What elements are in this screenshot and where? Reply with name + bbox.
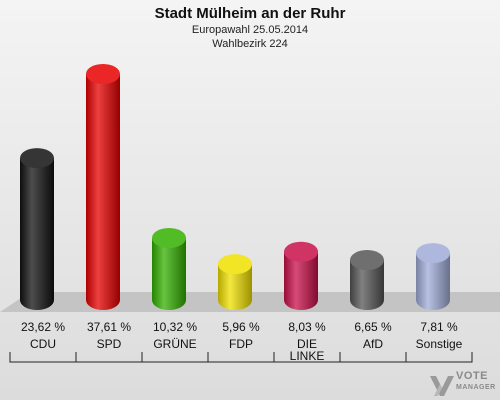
category-label: DIE <box>297 337 317 351</box>
category-bracket <box>75 352 143 363</box>
category-label: Sonstige <box>416 337 463 351</box>
value-label: 5,96 % <box>222 320 260 334</box>
value-label: 8,03 % <box>288 320 326 334</box>
category-bracket <box>141 352 209 363</box>
logo-text-vote: VOTE <box>456 370 488 382</box>
bar-body <box>416 253 450 310</box>
bar-body <box>218 264 252 310</box>
bar-top <box>416 243 450 264</box>
bar-fdp <box>218 254 252 310</box>
bars-layer <box>20 64 450 310</box>
value-label: 37,61 % <box>87 320 131 334</box>
bar-body <box>86 74 120 310</box>
category-label: AfD <box>363 337 383 351</box>
vote-manager-logo-icon <box>430 376 454 396</box>
chart-title: Stadt Mülheim an der Ruhr <box>154 5 346 22</box>
category-bracket <box>207 352 275 363</box>
bar-top <box>218 254 252 275</box>
bar-top <box>86 64 120 84</box>
category-bracket <box>339 352 407 363</box>
bar-top <box>152 227 186 248</box>
value-label: 10,32 % <box>153 320 197 334</box>
category-label: LINKE <box>290 349 325 363</box>
bar-grüne <box>152 227 186 310</box>
category-bracket <box>405 352 473 363</box>
bar-spd <box>86 64 120 310</box>
category-bracket <box>9 352 77 363</box>
labels-layer: 23,62 % CDU 37,61 % SPD 10,32 % GRÜNE 5,96 % FD… <box>9 320 473 363</box>
category-label: CDU <box>30 337 56 351</box>
bar-top <box>20 148 54 169</box>
bar-body <box>350 260 384 310</box>
logo-text-manager: MANAGER <box>456 384 496 391</box>
bar-body <box>152 237 186 310</box>
value-label: 23,62 % <box>21 320 65 334</box>
value-label: 7,81 % <box>420 320 458 334</box>
bar-top <box>350 250 384 271</box>
bar-afd <box>350 250 384 310</box>
category-label: FDP <box>229 337 253 351</box>
bar-die-linke <box>284 241 318 310</box>
category-label: SPD <box>97 337 122 351</box>
bar-cdu <box>20 148 54 310</box>
bar-body <box>284 251 318 310</box>
bar-body <box>20 158 54 310</box>
value-label: 6,65 % <box>354 320 392 334</box>
chart-subtitle: Europawahl 25.05.2014 <box>191 24 309 36</box>
bar-sonstige <box>416 243 450 310</box>
category-label: GRÜNE <box>153 337 196 351</box>
chart-subtitle-district: Wahlbezirk 224 <box>212 38 288 50</box>
bar-top <box>284 241 318 262</box>
